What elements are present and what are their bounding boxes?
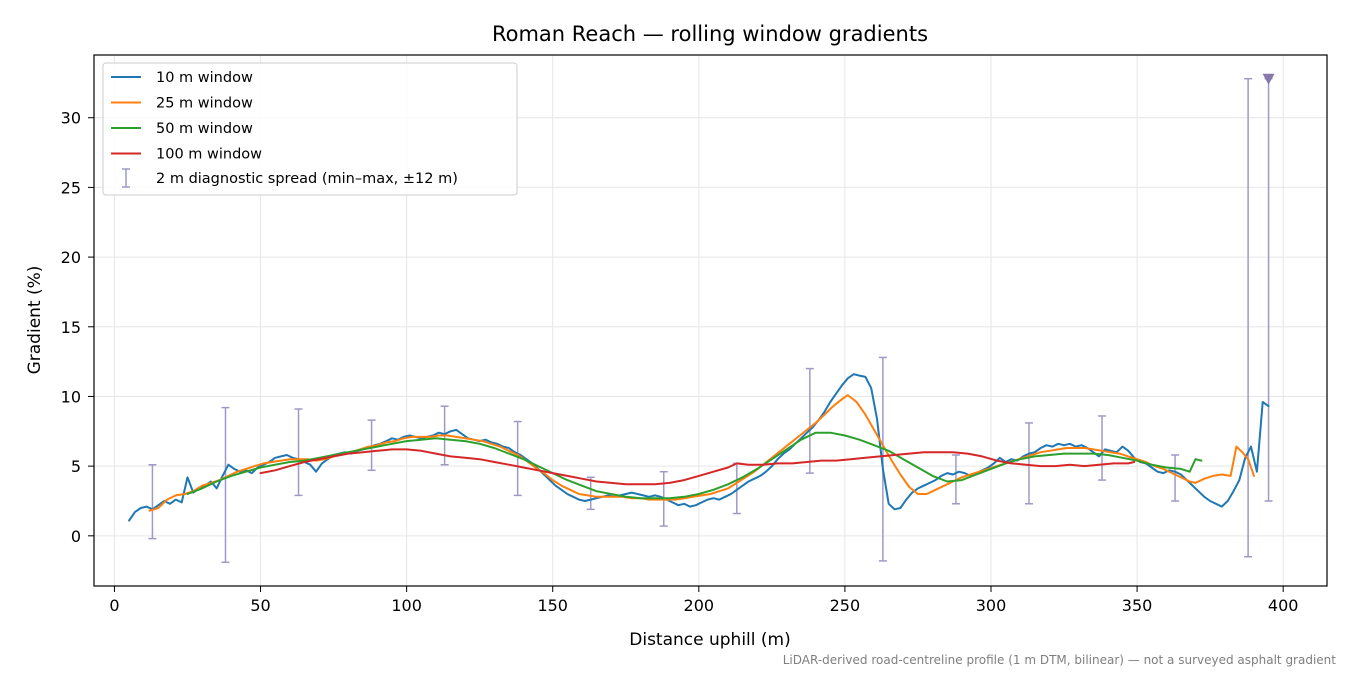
y-axis-label: Gradient (%): [25, 266, 45, 375]
legend-label: 100 m window: [156, 147, 262, 163]
footnote: LiDAR-derived road-centreline profile (1…: [783, 653, 1337, 667]
legend-label: 50 m window: [156, 121, 253, 137]
legend-label: 25 m window: [156, 96, 253, 112]
x-tick-label: 150: [537, 596, 568, 615]
y-tick-label: 0: [71, 527, 81, 546]
errorbar: [586, 476, 595, 511]
errorbar: [1244, 77, 1253, 558]
errorbar: [294, 408, 303, 497]
errorbar: [1171, 454, 1180, 502]
legend-entry-1: 10 m window: [111, 70, 253, 86]
legend-entry-4: 100 m window: [111, 147, 262, 163]
series-line-4: [259, 448, 1136, 486]
legend-entry-3: 50 m window: [111, 121, 253, 137]
x-tick-label: 0: [109, 596, 119, 615]
errorbar: [513, 420, 522, 497]
legend-errorbar-label: 2 m diagnostic spread (min–max, ±12 m): [156, 171, 458, 187]
x-tick-label: 200: [684, 596, 715, 615]
legend-entry-errorbars: 2 m diagnostic spread (min–max, ±12 m): [122, 168, 458, 188]
legend: 10 m window 25 m window 50 m window 100 m w…: [102, 62, 518, 196]
y-tick-label: 25: [61, 178, 81, 197]
x-tick-label: 100: [391, 596, 422, 615]
x-tick-label: 250: [830, 596, 861, 615]
y-tick-label: 30: [61, 109, 81, 128]
x-tick-label: 300: [976, 596, 1007, 615]
x-tick-label: 400: [1268, 596, 1299, 615]
x-tick-label: 50: [250, 596, 270, 615]
x-axis-label: Distance uphill (m): [629, 630, 790, 650]
errorbar: [1098, 415, 1107, 481]
y-tick-label: 20: [61, 248, 81, 267]
x-tick-label: 350: [1122, 596, 1153, 615]
chart-title: Roman Reach — rolling window gradients: [492, 22, 928, 46]
series-line-1: [128, 373, 1270, 522]
errorbar: [148, 463, 157, 540]
plot-frame: [93, 54, 1328, 587]
legend-label: 10 m window: [156, 70, 253, 86]
errorbar: [878, 356, 887, 562]
y-tick-label: 10: [61, 387, 81, 406]
y-tick-label: 15: [61, 318, 81, 337]
clipped-marker-triangle: [1262, 73, 1275, 85]
errorbar: [221, 406, 230, 564]
errorbar: [1024, 422, 1033, 505]
legend-entry-2: 25 m window: [111, 96, 253, 112]
errorbar: [805, 367, 814, 474]
y-tick-label: 5: [71, 457, 81, 476]
series-line-3: [186, 431, 1203, 500]
legend-box: [102, 62, 518, 196]
